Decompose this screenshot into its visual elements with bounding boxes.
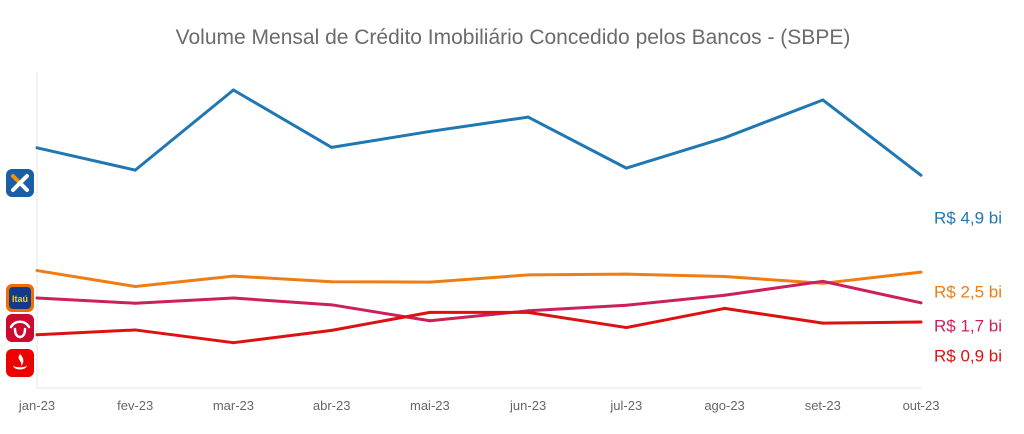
- data-point-santander: [723, 306, 727, 310]
- chart-title: Volume Mensal de Crédito Imobiliário Con…: [176, 26, 851, 49]
- data-point-itau: [919, 270, 923, 274]
- data-point-itau: [330, 280, 334, 284]
- series-lines: [35, 88, 923, 345]
- x-tick-label: abr-23: [313, 398, 351, 413]
- end-label-caixa: R$ 4,9 bi: [934, 208, 1002, 227]
- data-point-santander: [428, 310, 432, 314]
- x-tick-label: set-23: [805, 398, 841, 413]
- data-point-santander: [624, 326, 628, 330]
- x-tick-label: ago-23: [704, 398, 744, 413]
- x-tick-label: out-23: [903, 398, 940, 413]
- svg-text:Itaú: Itaú: [12, 294, 28, 304]
- data-point-santander: [526, 310, 530, 314]
- data-point-bradesco: [821, 279, 825, 283]
- data-point-caixa: [624, 166, 628, 170]
- itau-logo-icon: Itaú: [6, 284, 34, 312]
- series-line-santander: [36, 306, 922, 345]
- data-point-itau: [133, 284, 137, 288]
- data-point-bradesco: [231, 296, 235, 300]
- data-point-caixa: [231, 88, 235, 92]
- bradesco-logo-icon: [6, 314, 34, 342]
- series-line-caixa: [36, 88, 922, 177]
- data-point-santander: [133, 328, 137, 332]
- x-tick-label: jun-23: [509, 398, 546, 413]
- data-point-itau: [526, 273, 530, 277]
- data-point-santander: [821, 321, 825, 325]
- data-point-caixa: [821, 98, 825, 102]
- end-label-santander: R$ 0,9 bi: [934, 346, 1002, 365]
- santander-logo-icon: [6, 349, 34, 377]
- series-line-itau: [36, 269, 922, 288]
- data-point-caixa: [526, 115, 530, 119]
- data-point-bradesco: [723, 293, 727, 297]
- x-tick-label: fev-23: [117, 398, 153, 413]
- data-point-caixa: [330, 145, 334, 149]
- data-point-bradesco: [428, 319, 432, 323]
- x-tick-label: jan-23: [18, 398, 55, 413]
- data-point-caixa: [723, 136, 727, 140]
- end-label-bradesco: R$ 1,7 bi: [934, 316, 1002, 335]
- x-tick-label: jul-23: [609, 398, 642, 413]
- data-point-bradesco: [133, 301, 137, 305]
- data-point-itau: [723, 275, 727, 279]
- data-point-santander: [231, 341, 235, 345]
- data-point-caixa: [919, 173, 923, 177]
- end-labels: R$ 4,9 bi R$ 2,5 bi R$ 1,7 bi R$ 0,9 bi: [934, 208, 1002, 365]
- data-point-itau: [35, 269, 39, 273]
- data-point-itau: [428, 280, 432, 284]
- data-point-santander: [919, 320, 923, 324]
- data-point-santander: [35, 333, 39, 337]
- x-tick-label: mai-23: [410, 398, 450, 413]
- end-label-itau: R$ 2,5 bi: [934, 282, 1002, 301]
- data-point-santander: [330, 328, 334, 332]
- data-point-caixa: [133, 168, 137, 172]
- data-point-itau: [231, 274, 235, 278]
- data-point-bradesco: [624, 303, 628, 307]
- series-line-bradesco: [36, 279, 922, 323]
- x-axis-ticks: jan-23 fev-23 mar-23 abr-23 mai-23 jun-23 jul-…: [18, 398, 940, 413]
- data-point-caixa: [35, 146, 39, 150]
- data-point-bradesco: [330, 303, 334, 307]
- data-point-caixa: [428, 129, 432, 133]
- x-tick-label: mar-23: [213, 398, 254, 413]
- caixa-logo-icon: [6, 169, 34, 197]
- data-point-bradesco: [919, 301, 923, 305]
- data-point-itau: [624, 272, 628, 276]
- data-point-bradesco: [35, 296, 39, 300]
